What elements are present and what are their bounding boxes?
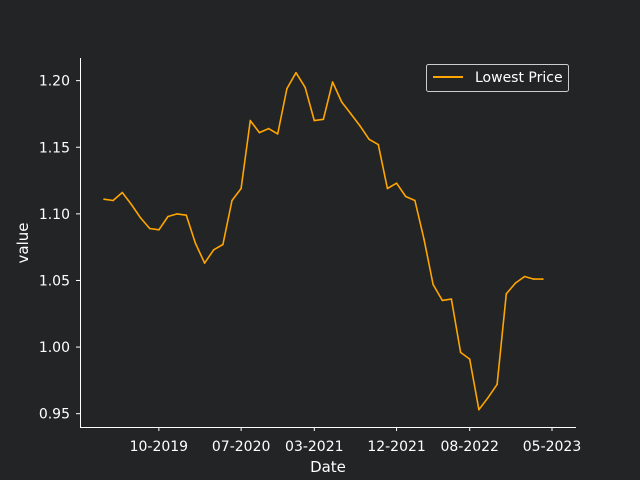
data-point [514,282,517,284]
data-point [404,195,407,198]
data-point [295,71,297,74]
data-point [203,262,206,264]
x-ticks: 10-2019 07-2020 03-2021 12-2021 08-2022 05-20… [130,427,582,455]
data-point [276,133,279,135]
data-point [240,187,242,190]
data-point [478,408,480,411]
axes [80,58,576,428]
data-point [130,203,133,206]
data-point [286,87,288,90]
data-point [377,143,380,146]
data-point [340,101,343,103]
series-layer [103,71,544,411]
x-tick-label: 08-2022 [440,439,499,455]
data-point [496,383,498,386]
data-point [194,242,197,244]
data-point [487,396,489,399]
x-tick-label: 05-2023 [523,439,582,455]
y-tick-label: 1.10 [39,207,70,223]
y-tick-label: 1.20 [39,74,70,90]
data-point [158,229,160,231]
data-point [331,81,334,83]
data-point [414,199,416,202]
data-point [222,243,224,246]
data-point [231,199,233,202]
data-point [176,213,178,215]
data-point [359,125,361,127]
data-point [542,278,544,280]
data-point [532,278,535,280]
data-point [395,182,398,184]
y-tick-label: 1.15 [39,140,70,156]
x-axis-title: Date [310,458,346,476]
y-tick-label: 1.05 [39,273,70,289]
y-tick-label: 0.95 [39,407,70,423]
data-point [386,187,389,190]
legend: Lowest Price [426,64,569,92]
data-point [505,293,508,295]
legend-box [426,64,569,92]
legend-label: Lowest Price [475,70,563,86]
x-tick-label: 03-2021 [285,439,344,455]
x-tick-label: 10-2019 [130,439,189,455]
data-point [212,249,215,251]
data-point [423,238,425,240]
data-point [167,215,169,218]
data-point [523,275,526,278]
data-point [459,351,462,354]
data-point [304,86,306,89]
y-ticks: 0.95 1.00 1.05 1.10 1.15 1.20 [39,74,80,423]
data-point [249,119,252,122]
data-point [368,138,370,141]
series-line-lowest-price [103,71,543,411]
data-point [148,227,151,230]
y-tick-label: 1.00 [39,340,70,356]
data-point [468,358,471,360]
data-point [322,118,325,121]
data-point [258,131,261,134]
data-point [121,191,124,194]
data-point [350,113,352,115]
data-point [139,217,142,219]
y-axis-title: value [14,223,32,264]
data-point [432,283,434,286]
x-tick-label: 07-2020 [212,439,271,455]
data-point [103,198,105,200]
data-point [313,119,316,122]
data-point [441,299,444,302]
data-point [450,298,453,300]
data-point [185,214,188,216]
data-point [112,199,114,202]
x-tick-label: 12-2021 [367,439,426,455]
data-point [267,127,270,130]
